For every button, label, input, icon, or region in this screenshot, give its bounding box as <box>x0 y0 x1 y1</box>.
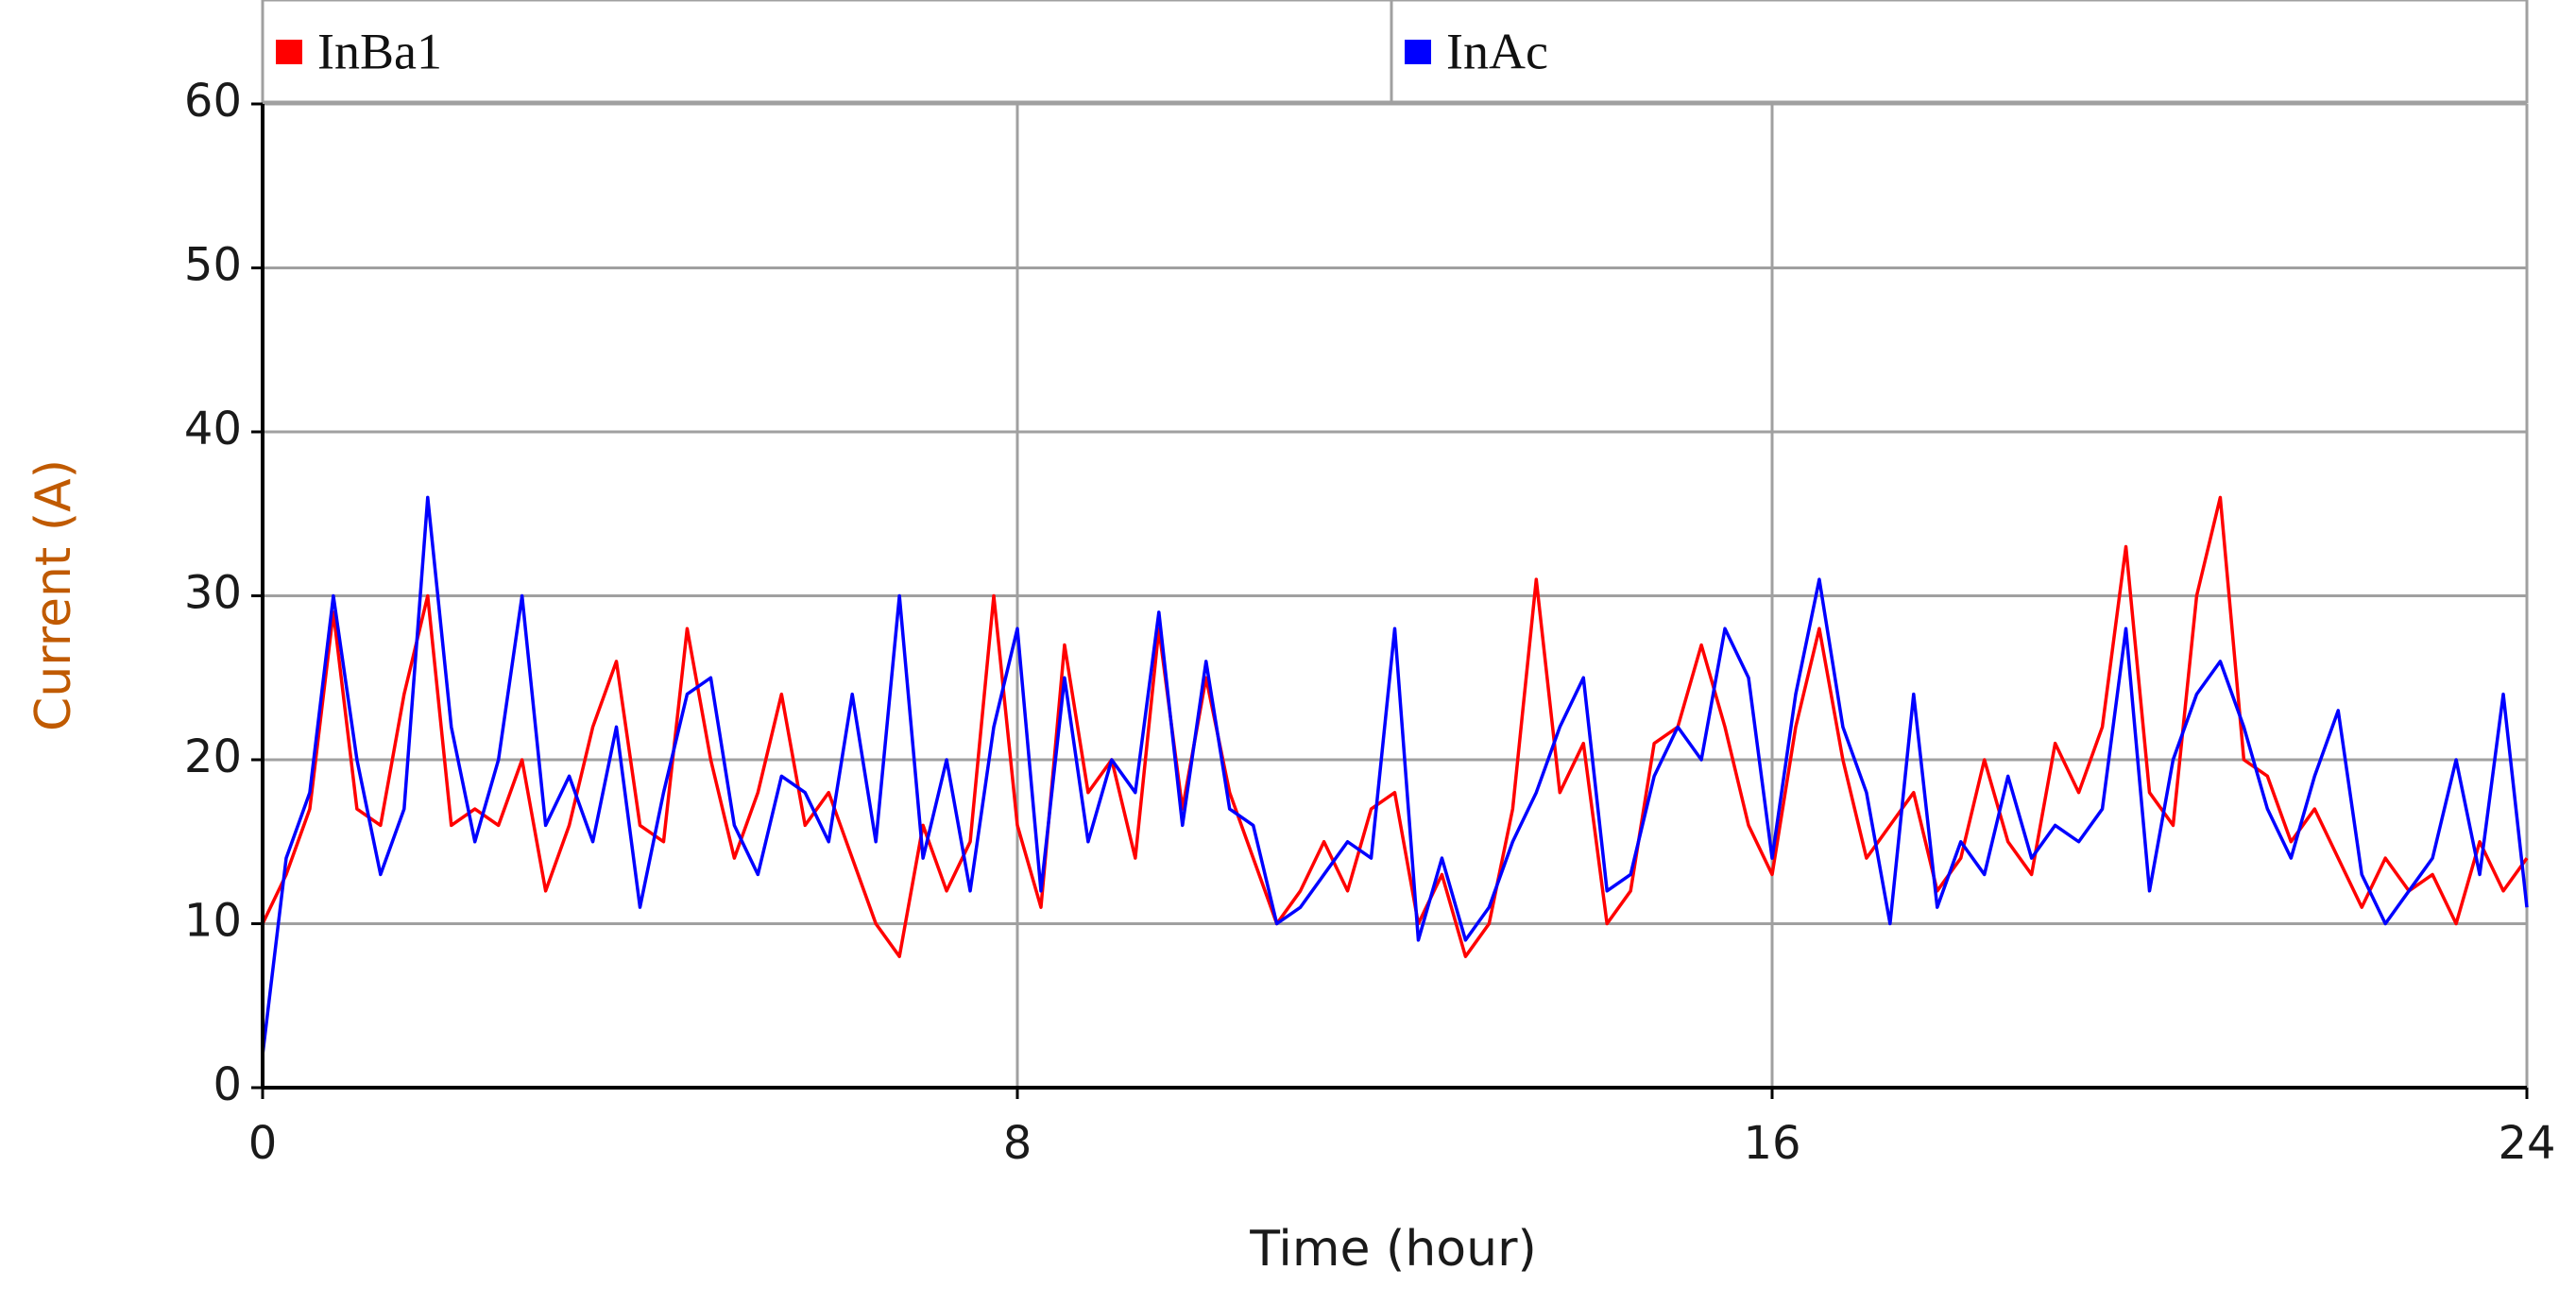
legend-swatch <box>276 40 302 64</box>
legend-swatch <box>1405 40 1431 64</box>
y-tick-label: 30 <box>184 567 242 620</box>
y-tick-label: 40 <box>184 403 242 455</box>
y-tick-label: 0 <box>213 1058 242 1111</box>
x-tick-label: 0 <box>248 1117 278 1170</box>
y-tick-label: 50 <box>184 239 242 292</box>
legend: InBa1 InAc <box>261 0 2529 104</box>
y-axis-title: Current (A) <box>26 459 82 731</box>
legend-label: InAc <box>1446 23 1548 79</box>
y-tick-label: 10 <box>184 895 242 948</box>
legend-box <box>261 0 2529 104</box>
y-tick-label: 60 <box>184 75 242 128</box>
x-tick-label: 24 <box>2498 1117 2555 1170</box>
series-line <box>261 495 2529 1056</box>
y-tick-label: 20 <box>184 730 242 783</box>
x-tick-label: 8 <box>1003 1117 1032 1170</box>
x-axis-title: Time (hour) <box>1249 1221 1536 1278</box>
x-tick-label: 16 <box>1743 1117 1800 1170</box>
series-line <box>261 495 2529 958</box>
legend-label: InBa1 <box>317 23 442 79</box>
